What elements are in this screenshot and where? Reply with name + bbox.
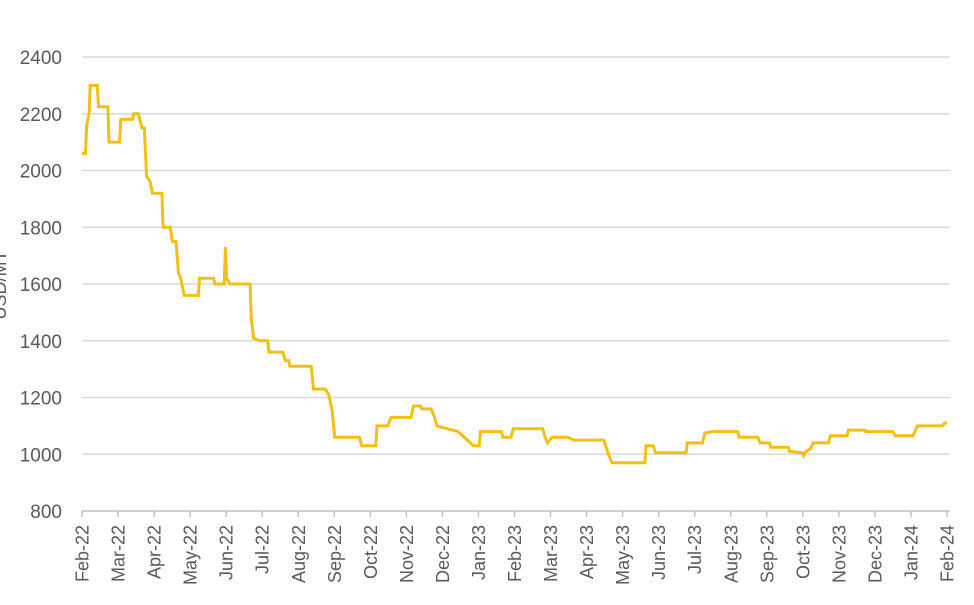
x-tick-label: Feb-24 — [938, 525, 958, 582]
y-tick-label: 1000 — [20, 445, 62, 466]
x-tick-label: Sep-23 — [757, 525, 777, 583]
x-tick-label: Nov-23 — [829, 525, 849, 583]
x-tick-label: Aug-23 — [721, 525, 741, 583]
x-tick-label: Mar-23 — [541, 525, 561, 582]
x-tick-label: Jun-22 — [217, 525, 237, 580]
x-tick-label: Nov-22 — [397, 525, 417, 583]
x-tick-label: Dec-22 — [433, 525, 453, 583]
x-tick-label: Jul-23 — [685, 525, 705, 574]
x-tick-label: Oct-23 — [793, 525, 813, 579]
y-tick-label: 1200 — [20, 389, 62, 410]
x-tick-label: Apr-23 — [577, 525, 597, 579]
x-tick-label: Sep-22 — [325, 525, 345, 583]
series-line — [82, 83, 947, 465]
y-tick-label: 1600 — [20, 275, 62, 296]
x-tick-label: May-23 — [613, 525, 633, 585]
y-tick-label: 2400 — [20, 48, 62, 69]
y-axis-label: USD/MT — [0, 251, 10, 320]
x-tick-label: May-22 — [181, 525, 201, 585]
y-tick-label: 2200 — [20, 105, 62, 126]
x-tick-label: Jan-23 — [469, 525, 489, 580]
x-tick-label: Mar-22 — [109, 525, 129, 582]
x-tick-label: Jun-23 — [649, 525, 669, 580]
x-tick-label: Feb-23 — [505, 525, 525, 582]
x-axis — [81, 510, 950, 517]
gridlines — [82, 56, 950, 455]
x-axis-tick-labels: Feb-22 Mar-22 Apr-22 May-22 Jun-22 Jul-22 Aug-… — [73, 525, 958, 585]
x-tick-label: Jul-22 — [253, 525, 273, 574]
x-tick-label: Apr-22 — [145, 525, 165, 579]
series-group — [82, 83, 947, 465]
y-tick-label: 1800 — [20, 218, 62, 239]
x-tick-label: Jan-24 — [901, 525, 921, 580]
x-tick-label: Oct-22 — [361, 525, 381, 579]
x-tick-label: Dec-23 — [865, 525, 885, 583]
y-tick-label: 2000 — [20, 162, 62, 183]
y-tick-label: 1400 — [20, 332, 62, 353]
y-axis-tick-labels: 800 1000 1200 1400 1600 1800 2000 2200 2400 — [20, 48, 62, 523]
x-tick-label: Feb-22 — [73, 525, 93, 582]
y-tick-label: 800 — [30, 502, 62, 523]
x-tick-label: Aug-22 — [289, 525, 309, 583]
